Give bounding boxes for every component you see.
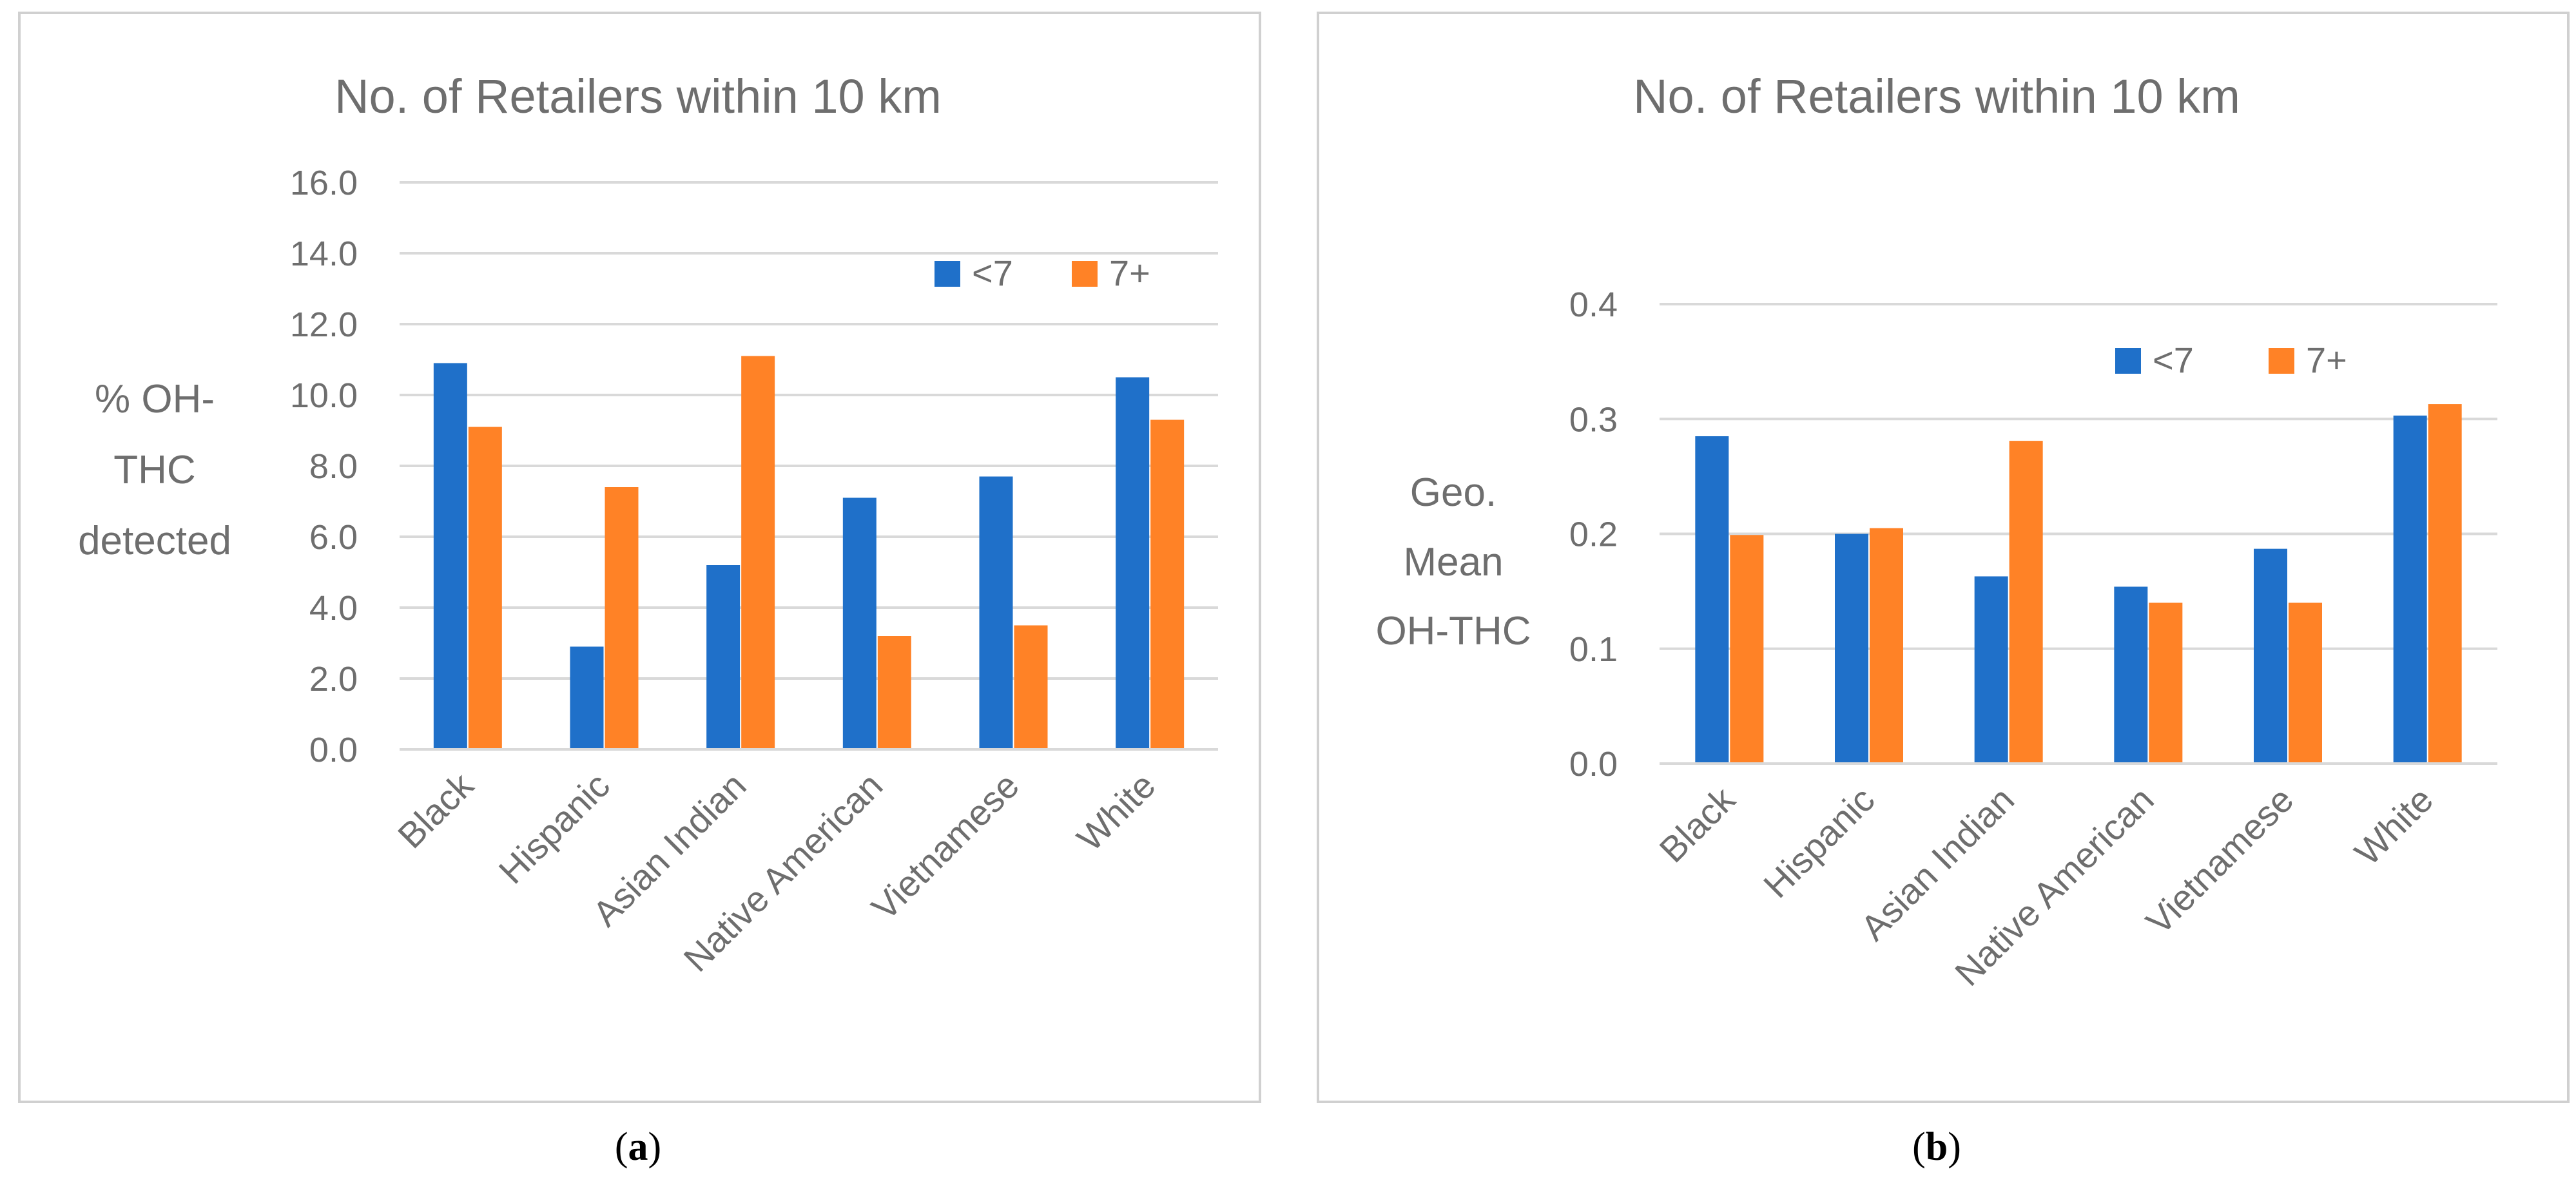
y-tick-label: 0.0	[309, 731, 358, 769]
bar-7plus	[1730, 535, 1764, 764]
bar-lt7	[2254, 548, 2287, 764]
panel-caption: (a)	[615, 1125, 661, 1169]
legend-label: <7	[972, 253, 1013, 293]
bar-7plus	[2009, 441, 2043, 764]
chart-title: No. of Retailers within 10 km	[1633, 70, 2240, 123]
caption-letter: a	[628, 1125, 648, 1169]
bar-lt7	[570, 646, 604, 749]
bar-7plus	[741, 356, 775, 749]
bar-7plus	[1014, 625, 1048, 749]
y-axis-label-line: THC	[113, 448, 195, 492]
y-tick-label: 0.1	[1569, 630, 1618, 669]
panel-caption: (b)	[1912, 1125, 1961, 1169]
bar-7plus	[877, 636, 911, 749]
caption-close-paren: )	[1948, 1125, 1961, 1169]
bar-lt7	[1974, 576, 2008, 764]
chart-title: No. of Retailers within 10 km	[334, 70, 942, 123]
y-tick-label: 14.0	[290, 235, 358, 273]
chart-panel-b: No. of Retailers within 10 km Geo. Mean OH-…	[1317, 12, 2570, 1169]
y-tick-label: 4.0	[309, 589, 358, 628]
y-tick-label: 0.0	[1569, 745, 1618, 784]
bar-lt7	[979, 476, 1013, 749]
bar-lt7	[842, 497, 876, 749]
y-tick-label: 0.3	[1569, 400, 1618, 439]
bar-7plus	[2149, 602, 2183, 764]
legend-swatch	[1072, 261, 1098, 287]
y-axis-label-line: OH-THC	[1375, 609, 1531, 653]
chart-frame	[18, 12, 1261, 1103]
y-tick-label: 2.0	[309, 660, 358, 698]
bar-lt7	[2114, 586, 2148, 764]
chart-frame	[1317, 12, 2570, 1103]
bar-7plus	[1150, 419, 1185, 749]
bar-7plus	[1870, 528, 1903, 764]
bar-7plus	[2289, 602, 2322, 764]
y-tick-label: 0.4	[1569, 285, 1618, 324]
chart-panel-a: No. of Retailers within 10 km % OH- THC det…	[18, 12, 1261, 1169]
y-axis-label-line: % OH-	[95, 377, 215, 421]
y-tick-label: 12.0	[290, 305, 358, 344]
legend-swatch	[2269, 348, 2294, 374]
bar-lt7	[2393, 415, 2427, 764]
bar-lt7	[433, 363, 467, 749]
y-axis-label-line: Geo.	[1410, 470, 1496, 515]
legend-label: <7	[2153, 340, 2194, 380]
caption-close-paren: )	[648, 1125, 662, 1169]
y-axis-label-line: detected	[78, 519, 231, 563]
bar-7plus	[605, 487, 639, 749]
bar-7plus	[2428, 404, 2462, 764]
legend-label: 7+	[2306, 340, 2347, 380]
y-tick-label: 0.2	[1569, 515, 1618, 554]
y-tick-label: 10.0	[290, 376, 358, 415]
caption-letter: b	[1926, 1125, 1948, 1169]
y-tick-label: 8.0	[309, 447, 358, 486]
y-tick-label: 6.0	[309, 518, 358, 557]
y-axis-label-line: Mean	[1403, 540, 1503, 584]
bar-lt7	[706, 565, 741, 749]
bar-7plus	[468, 427, 502, 749]
bar-lt7	[1116, 377, 1150, 749]
caption-open-paren: (	[1912, 1125, 1926, 1169]
bar-lt7	[1835, 534, 1868, 764]
bar-lt7	[1695, 436, 1729, 764]
legend-label: 7+	[1109, 253, 1150, 293]
y-tick-label: 16.0	[290, 164, 358, 202]
legend-swatch	[2115, 348, 2141, 374]
caption-open-paren: (	[615, 1125, 628, 1169]
legend-swatch	[935, 261, 960, 287]
